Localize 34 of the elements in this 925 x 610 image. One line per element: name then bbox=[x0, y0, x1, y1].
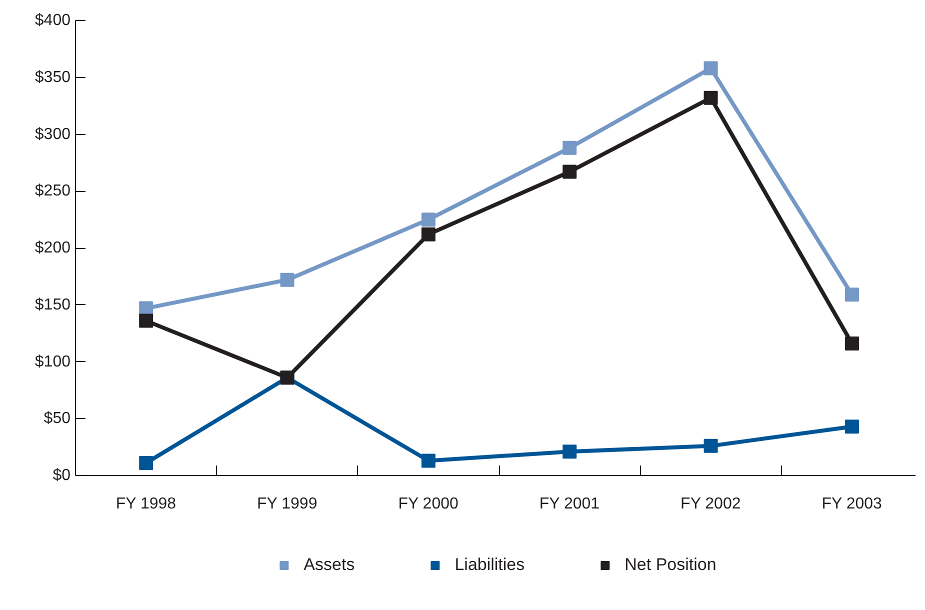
x-tick-label: FY 1999 bbox=[257, 496, 318, 512]
point bbox=[421, 212, 436, 227]
legend-label: Assets bbox=[304, 555, 355, 575]
y-tick-label: $50 bbox=[44, 410, 71, 428]
point bbox=[844, 420, 859, 434]
y-tick-label: $350 bbox=[34, 68, 71, 86]
point bbox=[562, 140, 577, 155]
point bbox=[844, 288, 859, 302]
x-tick-label: FY 2000 bbox=[398, 496, 458, 512]
point bbox=[139, 314, 154, 328]
y-tick-label: $300 bbox=[34, 126, 71, 143]
y-tick-label: $150 bbox=[34, 296, 71, 314]
point bbox=[562, 444, 577, 459]
point bbox=[421, 227, 436, 242]
point bbox=[562, 164, 577, 179]
point bbox=[704, 90, 718, 105]
x-tick-label: FY 2002 bbox=[680, 496, 741, 512]
y-tick-label: $0 bbox=[52, 467, 71, 484]
x-tick-label: FY 2001 bbox=[539, 496, 600, 512]
y-tick-label: $400 bbox=[34, 12, 71, 29]
point bbox=[704, 438, 718, 453]
y-tick-label: $100 bbox=[34, 353, 71, 370]
x-tick-label: FY 1998 bbox=[116, 496, 176, 512]
legend-label: Net Position bbox=[624, 555, 716, 575]
y-tick-label: $250 bbox=[34, 182, 71, 200]
legend-label: Liabilities bbox=[454, 555, 525, 575]
point bbox=[704, 61, 718, 76]
point bbox=[844, 336, 859, 351]
point bbox=[280, 272, 294, 287]
point bbox=[139, 456, 154, 470]
y-tick-label: $200 bbox=[34, 240, 71, 256]
point bbox=[139, 301, 154, 316]
point bbox=[421, 454, 436, 468]
x-tick-label: FY 2003 bbox=[822, 496, 882, 512]
